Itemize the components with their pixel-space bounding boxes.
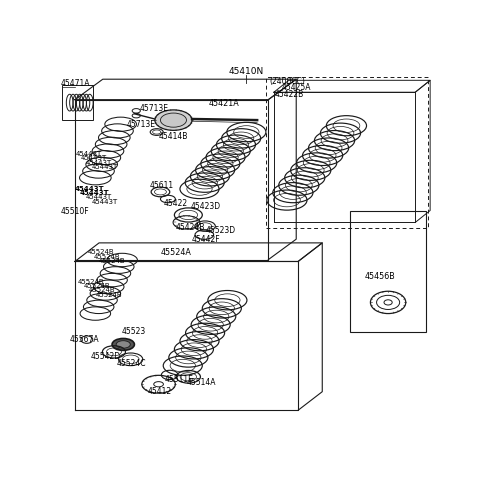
Bar bbox=[350, 211, 426, 332]
Text: 45424B: 45424B bbox=[175, 223, 204, 233]
Text: 45443T: 45443T bbox=[74, 186, 104, 192]
Text: 45524B: 45524B bbox=[84, 283, 110, 289]
Text: 45443T: 45443T bbox=[80, 190, 109, 196]
Text: 45567A: 45567A bbox=[69, 335, 99, 344]
Text: 45410N: 45410N bbox=[228, 67, 264, 76]
Text: 45442F: 45442F bbox=[192, 235, 221, 245]
Text: 45524B: 45524B bbox=[94, 254, 120, 260]
Text: 45524B: 45524B bbox=[88, 249, 115, 255]
Text: 45443T: 45443T bbox=[81, 155, 107, 161]
Text: 45456B: 45456B bbox=[364, 272, 395, 281]
Text: 45422B: 45422B bbox=[275, 91, 304, 99]
Text: 45524B: 45524B bbox=[78, 279, 105, 285]
Text: 45524B: 45524B bbox=[89, 287, 116, 293]
Text: 45524A: 45524A bbox=[160, 248, 192, 257]
Ellipse shape bbox=[116, 341, 130, 348]
Text: 45511E: 45511E bbox=[164, 375, 193, 384]
Text: 45523: 45523 bbox=[121, 327, 145, 336]
Text: 45523D: 45523D bbox=[206, 226, 236, 235]
Text: (2400CC): (2400CC) bbox=[270, 77, 306, 86]
Text: 45421A: 45421A bbox=[209, 99, 240, 108]
Ellipse shape bbox=[112, 338, 134, 350]
Ellipse shape bbox=[160, 113, 186, 127]
Bar bbox=[266, 77, 428, 228]
Text: 45412: 45412 bbox=[147, 387, 171, 396]
Text: 45425A: 45425A bbox=[281, 83, 311, 92]
Text: 45471A: 45471A bbox=[61, 79, 91, 88]
Text: 45524B: 45524B bbox=[96, 292, 122, 298]
Text: 45713E: 45713E bbox=[140, 104, 169, 113]
Text: 45443T: 45443T bbox=[86, 159, 112, 165]
Text: 45514A: 45514A bbox=[186, 378, 216, 387]
Text: 45443T: 45443T bbox=[92, 164, 118, 170]
Text: 45524B: 45524B bbox=[99, 258, 126, 264]
Bar bbox=[62, 85, 94, 120]
Text: 45443T: 45443T bbox=[76, 151, 102, 156]
Text: 45414B: 45414B bbox=[158, 132, 188, 141]
Text: 45611: 45611 bbox=[150, 182, 174, 190]
Text: 45443T: 45443T bbox=[92, 199, 118, 205]
Text: 45423D: 45423D bbox=[191, 202, 221, 211]
Text: 45443T: 45443T bbox=[85, 194, 111, 200]
Text: 45510F: 45510F bbox=[61, 207, 90, 216]
Text: 45542D: 45542D bbox=[91, 352, 120, 361]
Text: 45422: 45422 bbox=[163, 199, 188, 208]
Ellipse shape bbox=[155, 110, 192, 130]
Text: 45713E: 45713E bbox=[127, 121, 156, 129]
Text: 45524C: 45524C bbox=[117, 359, 146, 369]
